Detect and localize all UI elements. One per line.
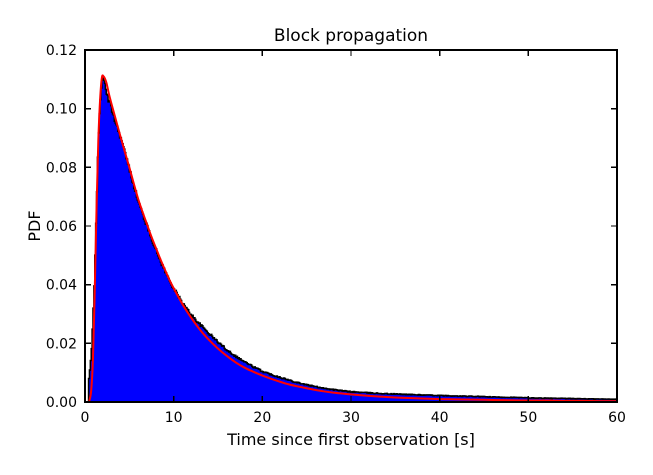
chart-title: Block propagation — [274, 26, 428, 46]
x-tick-label: 0 — [81, 410, 90, 426]
x-tick-label: 50 — [519, 410, 537, 426]
x-tick-label: 20 — [253, 410, 271, 426]
y-tick-label: 0.04 — [46, 278, 77, 294]
axis-tick-labels: 0 10 20 30 40 50 60 0.00 0.02 0.04 0.06 0.08 0.10 0.1… — [46, 43, 626, 426]
y-tick-label: 0.08 — [46, 160, 77, 176]
x-tick-label: 60 — [608, 410, 626, 426]
axis-ticks — [84, 49, 618, 403]
x-tick-label: 30 — [342, 410, 360, 426]
x-axis-label: Time since first observation [s] — [226, 430, 475, 449]
y-tick-label: 0.12 — [46, 43, 77, 59]
x-tick-label: 10 — [165, 410, 183, 426]
y-axis-label: PDF — [25, 210, 44, 241]
y-tick-label: 0.10 — [46, 102, 77, 118]
histogram-series — [87, 76, 618, 403]
y-tick-label: 0.02 — [46, 336, 77, 352]
y-tick-label: 0.06 — [46, 219, 77, 235]
x-tick-label: 40 — [431, 410, 449, 426]
y-tick-label: 0.00 — [46, 395, 77, 411]
